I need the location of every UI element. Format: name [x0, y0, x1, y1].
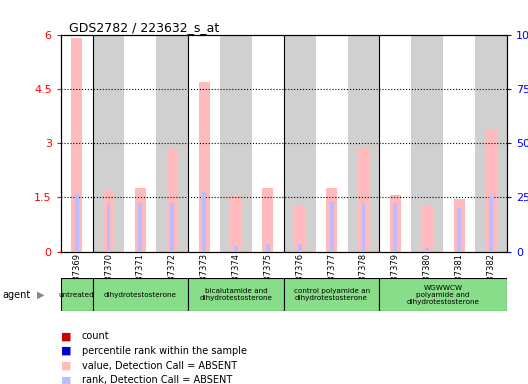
Text: percentile rank within the sample: percentile rank within the sample [82, 346, 247, 356]
Bar [294, 205, 305, 252]
Bar [61, 35, 92, 252]
Text: control polyamide an
dihydrotestosterone: control polyamide an dihydrotestosterone [294, 288, 370, 301]
Bar [92, 278, 188, 311]
Text: count: count [82, 331, 109, 341]
Bar [457, 208, 461, 252]
Bar [489, 195, 493, 252]
Bar [135, 188, 146, 252]
Bar [156, 35, 188, 252]
Bar [443, 35, 475, 252]
Bar [71, 38, 82, 252]
Text: ■: ■ [61, 375, 71, 384]
Bar [138, 203, 143, 252]
Bar [425, 248, 429, 252]
Bar [390, 195, 401, 252]
Text: ■: ■ [61, 331, 71, 341]
Text: ■: ■ [61, 361, 71, 371]
Bar [125, 35, 156, 252]
Bar [167, 147, 178, 252]
Bar [188, 278, 284, 311]
Text: value, Detection Call = ABSENT: value, Detection Call = ABSENT [82, 361, 237, 371]
Bar [202, 192, 206, 252]
Text: ■: ■ [61, 346, 71, 356]
Bar [220, 35, 252, 252]
Text: rank, Detection Call = ABSENT: rank, Detection Call = ABSENT [82, 375, 232, 384]
Bar [475, 35, 507, 252]
Bar [284, 35, 316, 252]
Bar [61, 278, 92, 311]
Bar [485, 129, 496, 252]
Bar [188, 35, 220, 252]
Bar [234, 246, 238, 252]
Bar [329, 201, 334, 252]
Text: agent: agent [3, 290, 31, 300]
Bar [422, 205, 433, 252]
Bar [266, 244, 270, 252]
Text: dihydrotestosterone: dihydrotestosterone [104, 292, 177, 298]
Bar [262, 188, 274, 252]
Bar [393, 203, 397, 252]
Bar [362, 203, 365, 252]
Bar [103, 190, 114, 252]
Text: untreated: untreated [59, 292, 95, 298]
Bar [252, 35, 284, 252]
Bar [284, 278, 380, 311]
Bar [75, 194, 79, 252]
Bar [199, 81, 210, 252]
Bar [380, 35, 411, 252]
Bar [454, 199, 465, 252]
Bar [298, 244, 301, 252]
Bar [380, 278, 507, 311]
Bar [171, 203, 174, 252]
Bar [92, 35, 125, 252]
Text: bicalutamide and
dihydrotestosterone: bicalutamide and dihydrotestosterone [200, 288, 272, 301]
Bar [230, 195, 242, 252]
Bar [316, 35, 347, 252]
Text: ▶: ▶ [37, 290, 44, 300]
Bar [358, 149, 369, 252]
Bar [347, 35, 380, 252]
Bar [107, 203, 110, 252]
Text: WGWWCW
polyamide and
dihydrotestosterone: WGWWCW polyamide and dihydrotestosterone [407, 285, 479, 305]
Text: GDS2782 / 223632_s_at: GDS2782 / 223632_s_at [69, 21, 219, 34]
Bar [326, 188, 337, 252]
Bar [411, 35, 443, 252]
